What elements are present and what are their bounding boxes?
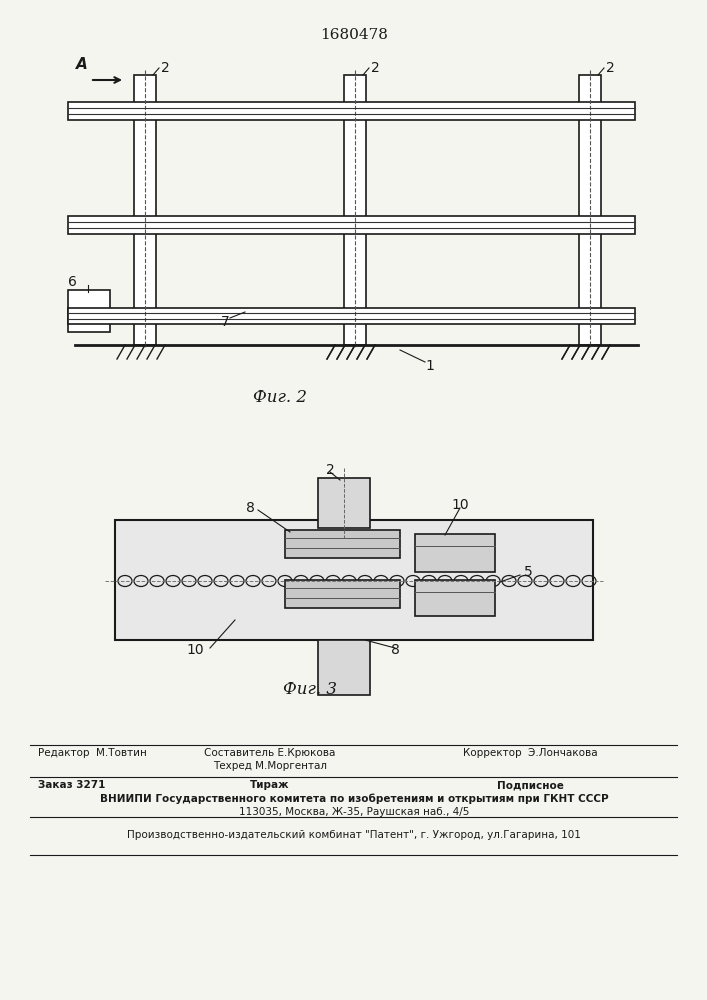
Text: 8: 8	[245, 501, 255, 515]
Text: Редактор  М.Товтин: Редактор М.Товтин	[38, 748, 147, 758]
Text: 10: 10	[451, 498, 469, 512]
Bar	[579, 75, 601, 345]
Bar	[415, 534, 495, 572]
Text: Фиг. 2: Фиг. 2	[253, 389, 307, 406]
Bar	[115, 520, 593, 640]
Text: 5: 5	[524, 565, 532, 579]
Text: Производственно-издательский комбинат "Патент", г. Ужгород, ул.Гагарина, 101: Производственно-издательский комбинат "П…	[127, 830, 581, 840]
Bar	[68, 216, 635, 234]
Text: Фиг. 3: Фиг. 3	[283, 682, 337, 698]
Text: Техред М.Моргентал: Техред М.Моргентал	[213, 761, 327, 771]
Text: 10: 10	[186, 643, 204, 657]
Bar	[344, 75, 366, 345]
Text: Заказ 3271: Заказ 3271	[38, 780, 105, 790]
Text: 2: 2	[326, 463, 334, 477]
Text: ВНИИПИ Государственного комитета по изобретениям и открытиям при ГКНТ СССР: ВНИИПИ Государственного комитета по изоб…	[100, 794, 608, 804]
Text: 7: 7	[221, 315, 229, 329]
Text: Составитель Е.Крюкова: Составитель Е.Крюкова	[204, 748, 336, 758]
Text: A: A	[76, 57, 88, 72]
Bar	[318, 478, 370, 528]
Bar	[285, 530, 400, 558]
Text: 2: 2	[606, 61, 615, 75]
Text: 113035, Москва, Ж-35, Раушская наб., 4/5: 113035, Москва, Ж-35, Раушская наб., 4/5	[239, 807, 469, 817]
Text: 2: 2	[371, 61, 380, 75]
Bar	[68, 290, 110, 332]
Bar	[285, 580, 400, 608]
Text: 1: 1	[426, 359, 434, 373]
Text: 8: 8	[390, 643, 399, 657]
Bar	[68, 308, 635, 324]
Text: Корректор  Э.Лончакова: Корректор Э.Лончакова	[462, 748, 597, 758]
Text: 6: 6	[68, 275, 77, 289]
Text: 1680478: 1680478	[320, 28, 388, 42]
Bar	[415, 580, 495, 616]
Text: 2: 2	[161, 61, 170, 75]
Bar	[318, 640, 370, 695]
Bar	[68, 102, 635, 120]
Text: Тираж: Тираж	[250, 780, 290, 790]
Bar	[134, 75, 156, 345]
Text: Подписное: Подписное	[496, 780, 563, 790]
